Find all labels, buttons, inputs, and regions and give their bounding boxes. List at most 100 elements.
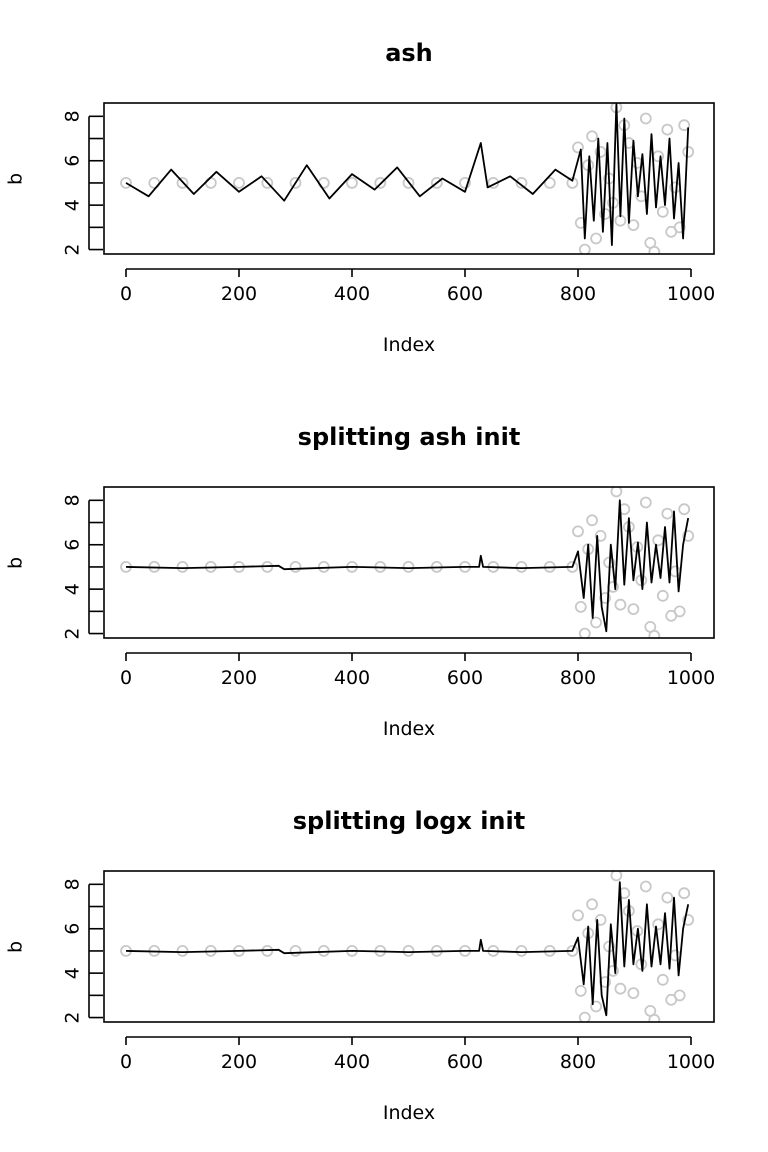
data-point [176, 945, 189, 957]
y-tick-label: 2 [62, 1012, 84, 1024]
y-tick-label: 8 [62, 878, 84, 890]
x-axis: 0 200 400 600 800 1000 [120, 268, 715, 305]
data-point [614, 598, 627, 611]
data-point [661, 123, 674, 136]
x-axis: 0 200 400 600 800 1000 [120, 652, 715, 689]
x-axis-label: Index [383, 334, 435, 356]
data-point [639, 880, 652, 893]
data-point [402, 176, 415, 189]
y-tick-label: 4 [62, 199, 84, 211]
data-point [661, 891, 674, 904]
data-point [176, 176, 189, 189]
x-tick-label: 0 [120, 1051, 132, 1073]
y-tick-label: 6 [62, 155, 84, 167]
data-point [682, 914, 695, 926]
data-point [586, 898, 598, 911]
data-point [648, 629, 661, 638]
data-point [594, 145, 607, 158]
plot-box [103, 870, 715, 1023]
data-point [402, 945, 415, 957]
x-tick-label: 400 [334, 1051, 370, 1073]
data-point [574, 985, 587, 997]
x-tick-label: 800 [560, 283, 596, 305]
y-tick-label: 2 [62, 244, 84, 256]
y-axis-label: b [5, 173, 27, 185]
data-point [572, 525, 584, 538]
data-point [673, 989, 686, 1002]
data-point [648, 1013, 661, 1022]
data-point [578, 1011, 591, 1022]
x-tick-label: 200 [221, 283, 257, 305]
y-axis: 2 4 6 8 [62, 110, 103, 256]
data-point [656, 205, 669, 218]
data-point [669, 565, 682, 578]
data-point [656, 589, 669, 602]
data-point [572, 141, 584, 154]
data-point [639, 496, 652, 509]
x-tick-label: 200 [221, 1051, 257, 1073]
data-point [578, 627, 591, 638]
data-point [574, 601, 587, 613]
data-point [430, 176, 443, 189]
data-point [590, 1000, 602, 1013]
data-point [346, 176, 358, 189]
data-point [656, 973, 669, 986]
y-axis-label: b [5, 941, 27, 953]
data-point [673, 605, 686, 618]
line-series [125, 103, 690, 246]
data-point [610, 871, 623, 882]
data-point [661, 507, 674, 520]
data-point [578, 243, 591, 254]
data-point [515, 561, 528, 573]
x-tick-label: 400 [334, 283, 370, 305]
y-tick-label: 2 [62, 628, 84, 640]
x-axis-label: Index [383, 1102, 435, 1124]
data-point [515, 176, 528, 189]
data-point [543, 176, 556, 189]
chart-panel-3: splitting logx init 0 200 400 600 800 1000 Inde… [5, 807, 716, 1124]
data-point [374, 176, 387, 189]
x-tick-label: 1000 [667, 1051, 715, 1073]
data-point [515, 945, 528, 957]
chart-title: ash [385, 39, 433, 67]
data-point [594, 914, 607, 926]
y-tick-label: 6 [62, 539, 84, 551]
data-point [586, 130, 598, 143]
data-point [590, 616, 602, 629]
data-point [648, 245, 661, 254]
x-tick-label: 0 [120, 283, 132, 305]
data-point [678, 887, 691, 900]
line-series [125, 499, 690, 633]
x-tick-label: 1000 [667, 283, 715, 305]
y-axis-label: b [5, 557, 27, 569]
data-point [590, 232, 602, 245]
data-point [627, 603, 640, 615]
x-tick-label: 0 [120, 667, 132, 689]
data-point [459, 176, 471, 189]
data-point [652, 534, 665, 547]
y-axis: 2 4 6 8 [62, 878, 103, 1024]
x-tick-label: 800 [560, 667, 596, 689]
data-point [120, 176, 132, 189]
line-series [125, 881, 690, 1017]
chart-title: splitting logx init [293, 807, 525, 835]
y-tick-label: 8 [62, 494, 84, 506]
data-point [261, 176, 274, 189]
data-point [627, 219, 640, 232]
chart-panel-1: ash 0 200 400 600 800 1000 Index 2 4 6 8 b [5, 39, 716, 356]
data-point [594, 530, 607, 542]
data-point [678, 503, 691, 516]
x-tick-label: 800 [560, 1051, 596, 1073]
data-point [614, 982, 627, 995]
data-point [289, 176, 302, 189]
x-axis-label: Index [383, 718, 435, 740]
chart-title: splitting ash init [298, 423, 521, 451]
x-tick-label: 600 [447, 283, 483, 305]
y-tick-label: 4 [62, 583, 84, 595]
plot-box [103, 486, 715, 639]
y-axis: 2 4 6 8 [62, 494, 103, 640]
data-point [572, 909, 584, 922]
data-point [682, 530, 695, 542]
x-axis: 0 200 400 600 800 1000 [120, 1036, 715, 1073]
